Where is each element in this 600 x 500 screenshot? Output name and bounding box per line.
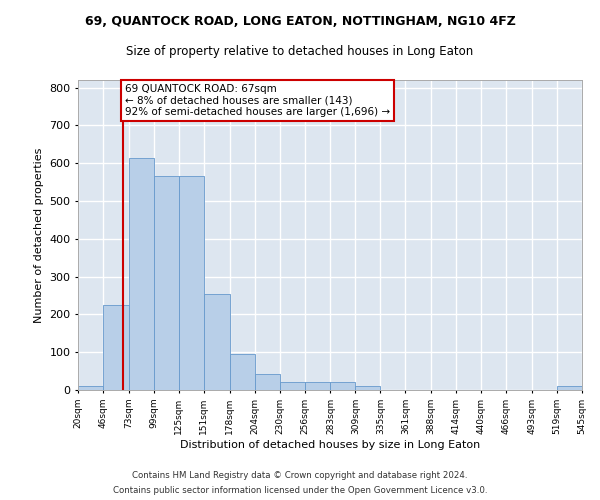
Text: Contains public sector information licensed under the Open Government Licence v3: Contains public sector information licen… (113, 486, 487, 495)
Bar (179, 176, 204, 390)
Bar (305, 382, 331, 390)
Text: Size of property relative to detached houses in Long Eaton: Size of property relative to detached ho… (127, 45, 473, 58)
Text: 69, QUANTOCK ROAD, LONG EATON, NOTTINGHAM, NG10 4FZ: 69, QUANTOCK ROAD, LONG EATON, NOTTINGHA… (85, 15, 515, 28)
Bar (230, 354, 254, 390)
Text: 69 QUANTOCK ROAD: 67sqm
← 8% of detached houses are smaller (143)
92% of semi-de: 69 QUANTOCK ROAD: 67sqm ← 8% of detached… (125, 84, 390, 117)
Bar (103, 305, 129, 390)
Bar (280, 382, 305, 390)
Bar (254, 374, 280, 390)
Bar (204, 294, 230, 390)
Bar (78, 386, 103, 390)
X-axis label: Distribution of detached houses by size in Long Eaton: Distribution of detached houses by size … (180, 440, 480, 450)
Bar (154, 176, 179, 390)
Text: Contains HM Land Registry data © Crown copyright and database right 2024.: Contains HM Land Registry data © Crown c… (132, 471, 468, 480)
Bar (129, 158, 154, 390)
Bar (355, 386, 380, 390)
Bar (331, 382, 355, 390)
Y-axis label: Number of detached properties: Number of detached properties (34, 148, 44, 322)
Bar (557, 386, 582, 390)
